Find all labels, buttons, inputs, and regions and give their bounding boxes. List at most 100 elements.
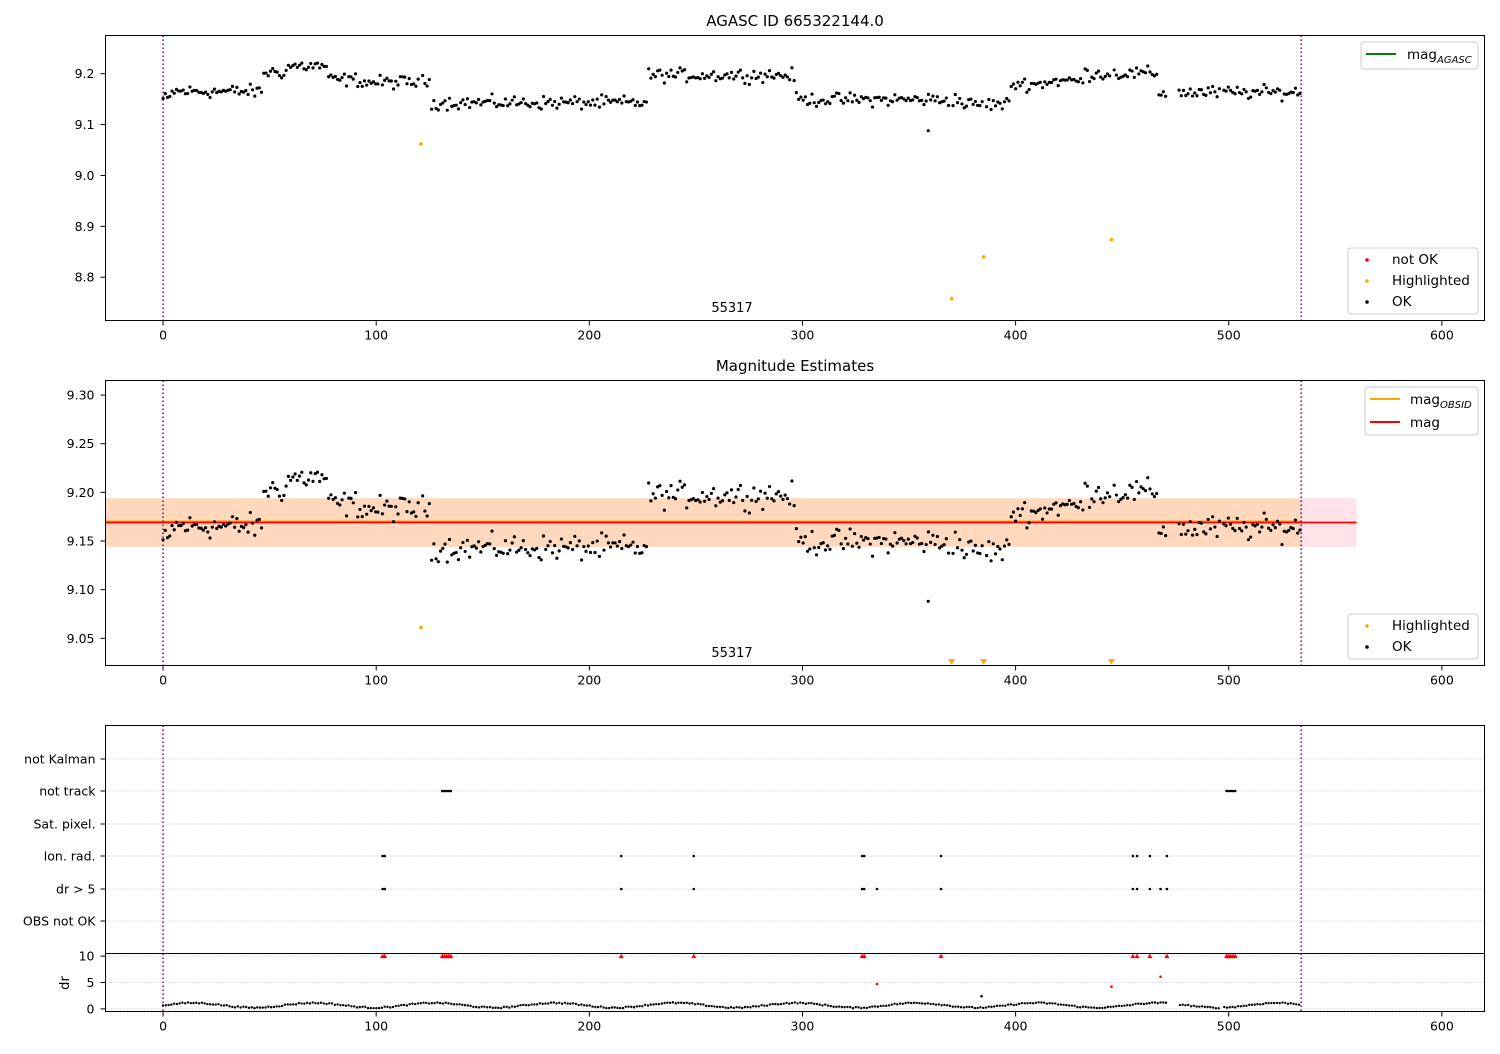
ok-point	[300, 470, 304, 474]
ok-point	[1076, 80, 1080, 84]
dr-point	[710, 1004, 713, 1008]
dr-point	[541, 1002, 544, 1005]
ok-point	[1117, 499, 1121, 504]
flag-point	[1148, 854, 1152, 858]
flag-point	[692, 854, 696, 858]
ok-point	[615, 544, 619, 548]
dr-point	[1162, 1001, 1165, 1004]
dr-point	[1195, 1005, 1198, 1008]
ok-point	[886, 103, 890, 107]
ok-point	[591, 541, 595, 545]
dr-point	[1015, 1003, 1018, 1006]
ok-point	[588, 103, 593, 107]
dr-point	[244, 1005, 248, 1009]
dr-point	[1117, 1004, 1121, 1008]
ok-point	[427, 77, 431, 82]
ok-point	[714, 504, 718, 508]
ok-point	[586, 544, 590, 548]
ok-point	[920, 541, 924, 546]
ok-point	[224, 524, 228, 528]
ok-point	[673, 497, 678, 501]
ok-point	[960, 548, 964, 552]
legend2-highlighted-label: Highlighted	[1392, 618, 1470, 634]
dr-point	[765, 1004, 769, 1007]
ok-point	[922, 102, 926, 107]
ok-point	[425, 84, 429, 88]
dr-point	[740, 1006, 744, 1010]
ok-point	[870, 105, 875, 109]
panel4-x-ticks: 0 100 200 300 400 500 600	[159, 1011, 1454, 1034]
ok-point	[266, 494, 270, 498]
ok-point	[1213, 525, 1217, 529]
ok-point	[998, 101, 1002, 105]
ok-point	[248, 510, 252, 515]
dr-point	[200, 1001, 204, 1004]
dr-point	[499, 1006, 503, 1010]
ok-point	[456, 558, 461, 562]
dr-point	[350, 1005, 353, 1008]
ok-point	[604, 534, 608, 538]
dr-point	[574, 1002, 578, 1006]
ok-point	[1235, 516, 1239, 520]
ok-point	[362, 504, 367, 508]
ok-point	[421, 494, 425, 498]
ok-point	[1045, 511, 1049, 515]
ok-point	[884, 96, 888, 100]
legend-not-ok-marker	[1365, 258, 1369, 262]
ok-point	[1161, 90, 1166, 94]
ok-point	[658, 483, 662, 488]
ok-point	[289, 65, 293, 69]
ok-point	[280, 76, 284, 80]
dr-point	[1292, 1002, 1295, 1005]
dr-point	[502, 1005, 506, 1009]
ok-point	[1101, 501, 1105, 505]
dr-point	[452, 1003, 456, 1006]
dr-point	[524, 1003, 528, 1007]
dr-point	[682, 1001, 686, 1005]
dr-point	[674, 1002, 677, 1005]
ok-point	[792, 79, 796, 83]
ok-point	[494, 105, 499, 109]
y-tick-label: 5	[87, 975, 95, 990]
ok-point	[535, 546, 539, 550]
ok-point	[792, 504, 796, 508]
dr-point	[527, 1004, 530, 1007]
dr-point	[829, 1004, 833, 1008]
ok-point	[767, 484, 772, 489]
dr-point	[782, 1002, 785, 1005]
dr-point	[1192, 1004, 1195, 1007]
dr-point	[1164, 1001, 1168, 1004]
ok-point	[277, 74, 282, 78]
dr-point	[632, 1006, 636, 1009]
ok-point	[315, 470, 320, 474]
dr-point	[1187, 1003, 1190, 1007]
ok-point	[812, 101, 816, 105]
dr-point	[1245, 1004, 1248, 1008]
ok-point	[1049, 507, 1054, 511]
ok-point	[1195, 532, 1199, 537]
flag-point	[1148, 887, 1152, 891]
dr-point	[619, 1006, 622, 1010]
dr-point	[1214, 1007, 1218, 1010]
ok-point	[685, 506, 689, 510]
panel4-dr-points	[161, 953, 1301, 1010]
ok-point	[647, 481, 651, 485]
ok-point	[199, 526, 203, 530]
y-tick-label: 8.9	[75, 219, 95, 234]
ok-point	[371, 506, 376, 510]
ok-point	[1264, 517, 1268, 521]
ok-point	[1132, 75, 1136, 79]
ok-point	[964, 104, 969, 108]
y-tick-label: 9.0	[75, 168, 95, 183]
ok-point	[447, 96, 452, 100]
ok-point	[389, 504, 393, 508]
dr-point	[1009, 1003, 1013, 1006]
dr-point	[1289, 1002, 1292, 1005]
ok-point	[391, 87, 396, 91]
ok-point	[1179, 94, 1183, 98]
flag-point	[1165, 854, 1169, 858]
ok-point	[635, 544, 640, 549]
ok-point	[179, 523, 183, 528]
ok-point	[929, 98, 933, 102]
dr-point	[264, 1006, 267, 1009]
